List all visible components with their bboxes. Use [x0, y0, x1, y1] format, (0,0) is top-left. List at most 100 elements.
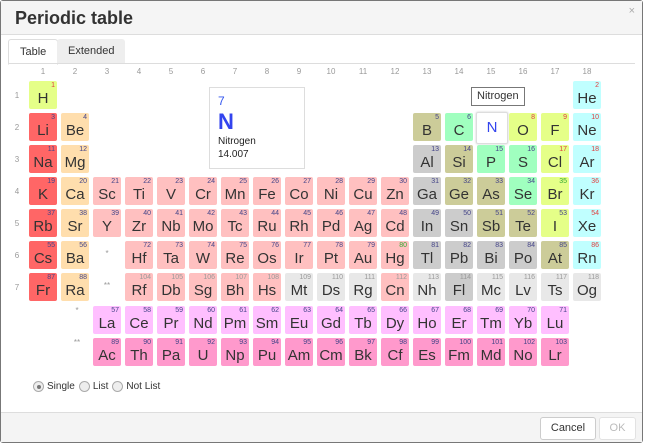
element-cell-hs[interactable]: Hs 108 [253, 273, 281, 301]
cancel-button[interactable]: Cancel [540, 417, 596, 440]
element-cell-bi[interactable]: Bi 83 [477, 241, 505, 269]
element-cell-np[interactable]: Np 93 [221, 338, 249, 366]
element-cell-rg[interactable]: Rg 111 [349, 273, 377, 301]
element-cell-ds[interactable]: Ds 110 [317, 273, 345, 301]
element-cell-ge[interactable]: Ge 32 [445, 177, 473, 205]
element-cell-cf[interactable]: Cf 98 [381, 338, 409, 366]
element-cell-ni[interactable]: Ni 28 [317, 177, 345, 205]
element-cell-md[interactable]: Md 101 [477, 338, 505, 366]
element-cell-bh[interactable]: Bh 107 [221, 273, 249, 301]
element-cell-kr[interactable]: Kr 36 [573, 177, 601, 205]
radio-not-list[interactable] [112, 381, 124, 392]
element-cell-gd[interactable]: Gd 64 [317, 306, 345, 334]
element-cell-eu[interactable]: Eu 63 [285, 306, 313, 334]
element-cell-lu[interactable]: Lu 71 [541, 306, 569, 334]
element-cell-ru[interactable]: Ru 44 [253, 209, 281, 237]
element-cell-tl[interactable]: Tl 81 [413, 241, 441, 269]
element-cell-ga[interactable]: Ga 31 [413, 177, 441, 205]
element-cell-na[interactable]: Na 11 [29, 145, 57, 173]
element-cell-rf[interactable]: Rf 104 [125, 273, 153, 301]
element-cell-xe[interactable]: Xe 54 [573, 209, 601, 237]
element-cell-es[interactable]: Es 99 [413, 338, 441, 366]
element-cell-rn[interactable]: Rn 86 [573, 241, 601, 269]
element-cell-og[interactable]: Og 118 [573, 273, 601, 301]
element-cell-os[interactable]: Os 76 [253, 241, 281, 269]
element-cell-pu[interactable]: Pu 94 [253, 338, 281, 366]
element-cell-ce[interactable]: Ce 58 [125, 306, 153, 334]
element-cell-ra[interactable]: Ra 88 [61, 273, 89, 301]
element-cell-ca[interactable]: Ca 20 [61, 177, 89, 205]
element-cell-al[interactable]: Al 13 [413, 145, 441, 173]
element-cell-tm[interactable]: Tm 69 [477, 306, 505, 334]
element-cell-se[interactable]: Se 34 [509, 177, 537, 205]
close-icon[interactable]: × [628, 5, 635, 17]
element-cell-fr[interactable]: Fr 87 [29, 273, 57, 301]
element-cell-mo[interactable]: Mo 42 [189, 209, 217, 237]
element-cell-mt[interactable]: Mt 109 [285, 273, 313, 301]
ok-button[interactable]: OK [599, 417, 636, 440]
element-cell-in[interactable]: In 49 [413, 209, 441, 237]
element-cell-pb[interactable]: Pb 82 [445, 241, 473, 269]
element-cell-pt[interactable]: Pt 78 [317, 241, 345, 269]
element-cell-w[interactable]: W 74 [189, 241, 217, 269]
element-cell-nh[interactable]: Nh 113 [413, 273, 441, 301]
element-cell-v[interactable]: V 23 [157, 177, 185, 205]
element-cell-cu[interactable]: Cu 29 [349, 177, 377, 205]
element-cell-tc[interactable]: Tc 43 [221, 209, 249, 237]
element-cell-cs[interactable]: Cs 55 [29, 241, 57, 269]
element-cell-lv[interactable]: Lv 116 [509, 273, 537, 301]
element-cell-mn[interactable]: Mn 25 [221, 177, 249, 205]
element-cell-ba[interactable]: Ba 56 [61, 241, 89, 269]
element-cell-sm[interactable]: Sm 62 [253, 306, 281, 334]
element-cell-yb[interactable]: Yb 70 [509, 306, 537, 334]
element-cell-pm[interactable]: Pm 61 [221, 306, 249, 334]
element-cell-ts[interactable]: Ts 117 [541, 273, 569, 301]
element-cell-hf[interactable]: Hf 72 [125, 241, 153, 269]
element-cell-be[interactable]: Be 4 [61, 113, 89, 141]
element-cell-cm[interactable]: Cm 96 [317, 338, 345, 366]
element-cell-au[interactable]: Au 79 [349, 241, 377, 269]
element-cell-he[interactable]: He 2 [573, 81, 601, 109]
element-cell-cn[interactable]: Cn 112 [381, 273, 409, 301]
element-cell-li[interactable]: Li 3 [29, 113, 57, 141]
element-cell-ne[interactable]: Ne 10 [573, 113, 601, 141]
element-cell-hg[interactable]: Hg 80 [381, 241, 409, 269]
element-cell-cd[interactable]: Cd 48 [381, 209, 409, 237]
element-cell-ar[interactable]: Ar 18 [573, 145, 601, 173]
element-cell-dy[interactable]: Dy 66 [381, 306, 409, 334]
tab-extended[interactable]: Extended [57, 39, 126, 64]
tab-table[interactable]: Table [8, 39, 59, 65]
element-cell-nb[interactable]: Nb 41 [157, 209, 185, 237]
element-cell-mg[interactable]: Mg 12 [61, 145, 89, 173]
element-cell-pr[interactable]: Pr 59 [157, 306, 185, 334]
radio-single[interactable] [33, 381, 44, 392]
element-cell-u[interactable]: U 92 [189, 338, 217, 366]
element-cell-nd[interactable]: Nd 60 [189, 306, 217, 334]
element-cell-bk[interactable]: Bk 97 [349, 338, 377, 366]
element-cell-am[interactable]: Am 95 [285, 338, 313, 366]
element-cell-rb[interactable]: Rb 37 [29, 209, 57, 237]
element-cell-sr[interactable]: Sr 38 [61, 209, 89, 237]
element-cell-th[interactable]: Th 90 [125, 338, 153, 366]
element-cell-sc[interactable]: Sc 21 [93, 177, 121, 205]
element-cell-po[interactable]: Po 84 [509, 241, 537, 269]
element-cell-sn[interactable]: Sn 50 [445, 209, 473, 237]
element-cell-si[interactable]: Si 14 [445, 145, 473, 173]
element-cell-sb[interactable]: Sb 51 [477, 209, 505, 237]
element-cell-co[interactable]: Co 27 [285, 177, 313, 205]
element-cell-s[interactable]: S 16 [509, 145, 537, 173]
element-cell-sg[interactable]: Sg 106 [189, 273, 217, 301]
element-cell-br[interactable]: Br 35 [541, 177, 569, 205]
element-cell-pa[interactable]: Pa 91 [157, 338, 185, 366]
element-cell-fm[interactable]: Fm 100 [445, 338, 473, 366]
element-cell-pd[interactable]: Pd 46 [317, 209, 345, 237]
element-cell-lr[interactable]: Lr 103 [541, 338, 569, 366]
element-cell-as[interactable]: As 33 [477, 177, 505, 205]
element-cell-zr[interactable]: Zr 40 [125, 209, 153, 237]
element-cell-fl[interactable]: Fl 114 [445, 273, 473, 301]
element-cell-fe[interactable]: Fe 26 [253, 177, 281, 205]
element-cell-te[interactable]: Te 52 [509, 209, 537, 237]
